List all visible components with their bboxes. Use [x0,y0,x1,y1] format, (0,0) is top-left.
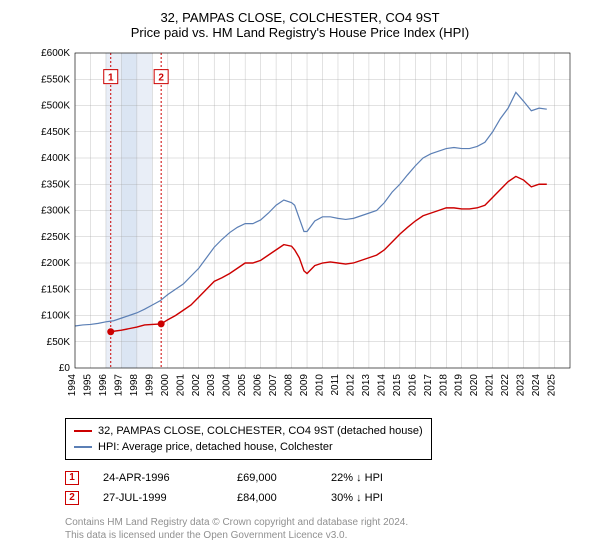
svg-text:2009: 2009 [299,374,310,397]
title-line1: 32, PAMPAS CLOSE, COLCHESTER, CO4 9ST [15,10,585,25]
svg-text:£150K: £150K [41,284,70,295]
svg-text:£300K: £300K [41,206,70,217]
svg-text:£400K: £400K [41,153,70,164]
marker-price-1: £69,000 [237,468,307,488]
legend-label-property: 32, PAMPAS CLOSE, COLCHESTER, CO4 9ST (d… [98,423,423,439]
svg-text:2022: 2022 [500,374,511,397]
svg-text:2018: 2018 [438,374,449,397]
marker-box-2: 2 [65,491,79,505]
legend-row-hpi: HPI: Average price, detached house, Colc… [74,439,423,455]
svg-text:2024: 2024 [531,374,542,397]
svg-text:1997: 1997 [113,374,124,397]
svg-text:1999: 1999 [144,374,155,397]
chart-svg: £0 £50K £100K £150K £200K £250K £300K £350K £400… [25,48,585,408]
svg-text:2002: 2002 [191,374,202,397]
svg-text:2021: 2021 [485,374,496,397]
marker-date-2: 27-JUL-1999 [103,488,213,508]
legend-row-property: 32, PAMPAS CLOSE, COLCHESTER, CO4 9ST (d… [74,423,423,439]
svg-text:2025: 2025 [547,374,558,397]
svg-text:1995: 1995 [82,374,93,397]
legend-label-hpi: HPI: Average price, detached house, Colc… [98,439,333,455]
svg-text:2012: 2012 [345,374,356,397]
svg-text:£600K: £600K [41,48,70,59]
svg-text:2013: 2013 [361,374,372,397]
marker-table: 1 24-APR-1996 £69,000 22% ↓ HPI 2 27-JUL… [65,468,585,508]
footer-line2: This data is licensed under the Open Gov… [65,529,585,542]
marker-row-1: 1 24-APR-1996 £69,000 22% ↓ HPI [65,468,585,488]
svg-text:2007: 2007 [268,374,279,397]
svg-text:2011: 2011 [330,374,341,396]
svg-text:2005: 2005 [237,374,248,397]
svg-text:2014: 2014 [376,374,387,397]
marker-row-2: 2 27-JUL-1999 £84,000 30% ↓ HPI [65,488,585,508]
marker-delta-1: 22% ↓ HPI [331,468,421,488]
svg-text:£200K: £200K [41,258,70,269]
svg-text:2023: 2023 [516,374,527,397]
footer-line1: Contains HM Land Registry data © Crown c… [65,516,585,529]
legend-swatch-hpi [74,446,92,448]
svg-text:2001: 2001 [175,374,186,397]
svg-text:£250K: £250K [41,232,70,243]
svg-text:£50K: £50K [47,337,71,348]
svg-text:2016: 2016 [407,374,418,397]
svg-text:2003: 2003 [206,374,217,397]
svg-text:2: 2 [158,73,164,84]
marker-delta-2: 30% ↓ HPI [331,488,421,508]
legend-swatch-property [74,430,92,432]
svg-text:2006: 2006 [253,374,264,397]
svg-text:2004: 2004 [222,374,233,397]
svg-text:2017: 2017 [423,374,434,397]
svg-text:£350K: £350K [41,179,70,190]
svg-text:1998: 1998 [129,374,140,397]
footer: Contains HM Land Registry data © Crown c… [65,516,585,542]
svg-text:2020: 2020 [469,374,480,397]
svg-text:£100K: £100K [41,311,70,322]
marker-price-2: £84,000 [237,488,307,508]
svg-text:£500K: £500K [41,101,70,112]
svg-text:2010: 2010 [315,374,326,397]
svg-text:2019: 2019 [454,374,465,397]
svg-text:1: 1 [108,73,114,84]
svg-text:2015: 2015 [392,374,403,397]
legend-box: 32, PAMPAS CLOSE, COLCHESTER, CO4 9ST (d… [65,418,432,460]
chart-container: 32, PAMPAS CLOSE, COLCHESTER, CO4 9ST Pr… [0,0,600,560]
title-line2: Price paid vs. HM Land Registry's House … [15,25,585,40]
chart-plot-area: £0 £50K £100K £150K £200K £250K £300K £350K £400… [25,48,585,408]
svg-text:2000: 2000 [160,374,171,397]
svg-text:£0: £0 [59,363,71,374]
svg-text:1996: 1996 [98,374,109,397]
marker-box-1: 1 [65,471,79,485]
svg-text:2008: 2008 [284,374,295,397]
svg-text:£550K: £550K [41,74,70,85]
marker-date-1: 24-APR-1996 [103,468,213,488]
svg-text:£450K: £450K [41,127,70,138]
svg-text:1994: 1994 [67,374,78,397]
